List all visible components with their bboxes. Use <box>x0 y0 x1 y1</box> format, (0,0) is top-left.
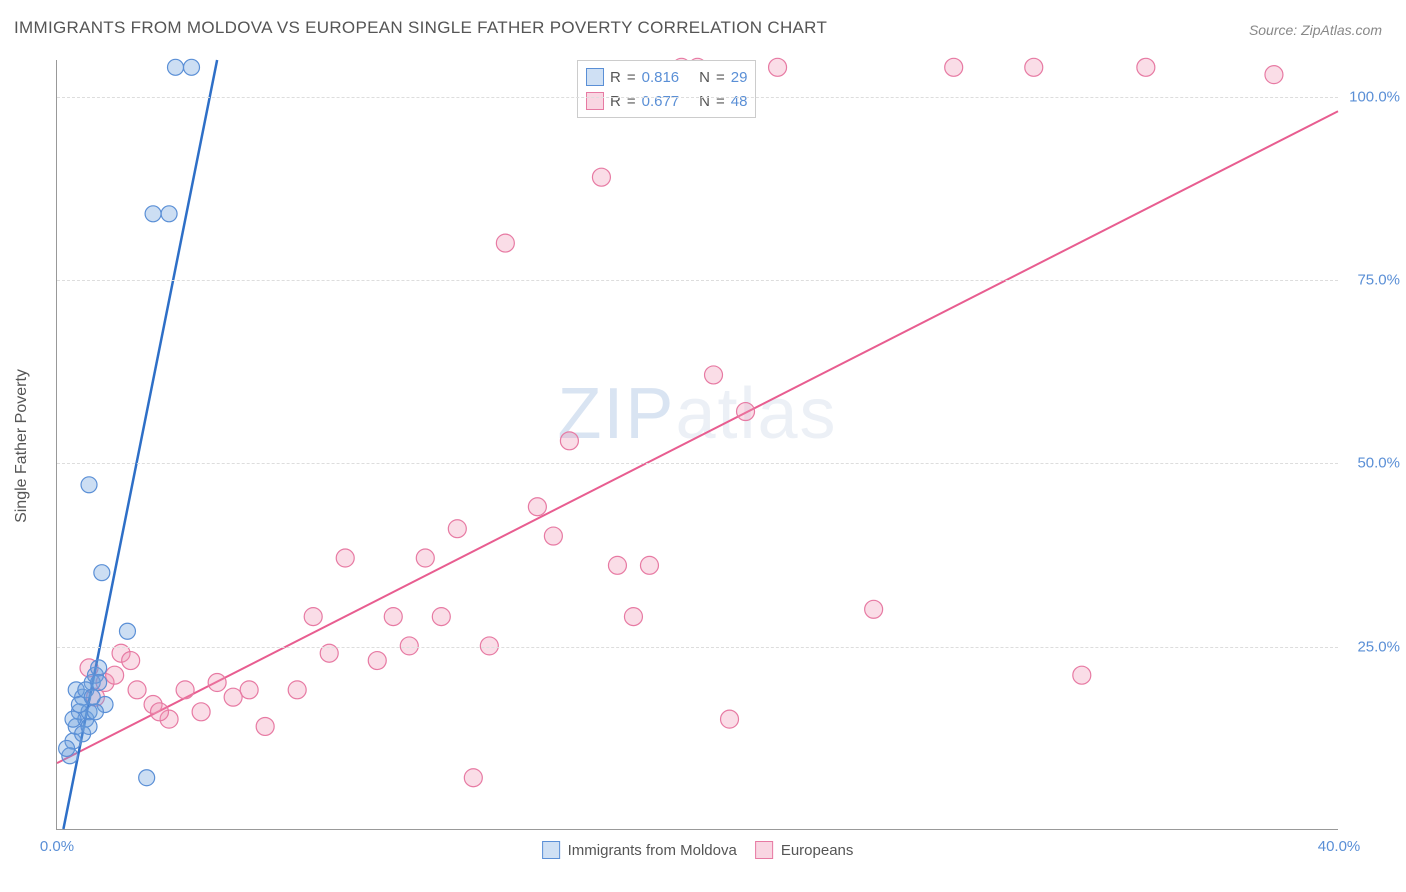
eq-sign: = <box>627 93 636 110</box>
y-tick-label: 25.0% <box>1357 638 1400 655</box>
data-point-europeans <box>608 556 626 574</box>
data-point-europeans <box>560 432 578 450</box>
eq-sign: = <box>716 69 725 86</box>
data-point-europeans <box>721 710 739 728</box>
data-point-moldova <box>87 704 103 720</box>
data-point-europeans <box>368 652 386 670</box>
grid-line <box>57 463 1338 464</box>
y-axis-label: Single Father Poverty <box>13 369 31 523</box>
y-tick-label: 50.0% <box>1357 455 1400 472</box>
data-point-europeans <box>705 366 723 384</box>
data-point-europeans <box>464 769 482 787</box>
correlation-chart: IMMIGRANTS FROM MOLDOVA VS EUROPEAN SING… <box>0 0 1406 892</box>
data-point-europeans <box>592 168 610 186</box>
data-point-europeans <box>432 608 450 626</box>
x-tick-label: 40.0% <box>1318 838 1361 855</box>
data-point-moldova <box>119 623 135 639</box>
chart-title: IMMIGRANTS FROM MOLDOVA VS EUROPEAN SING… <box>14 18 827 38</box>
r-label: R <box>610 69 621 86</box>
legend-series: Immigrants from Moldova Europeans <box>542 841 854 859</box>
grid-line <box>57 280 1338 281</box>
data-point-europeans <box>240 681 258 699</box>
data-point-europeans <box>384 608 402 626</box>
data-point-europeans <box>122 652 140 670</box>
source-label: Source: ZipAtlas.com <box>1249 22 1382 38</box>
data-point-europeans <box>544 527 562 545</box>
n-value-moldova: 29 <box>731 69 748 86</box>
data-point-moldova <box>161 206 177 222</box>
data-point-moldova <box>65 711 81 727</box>
data-point-moldova <box>84 689 100 705</box>
legend-label-europeans: Europeans <box>781 842 854 859</box>
data-point-europeans <box>336 549 354 567</box>
data-point-moldova <box>139 770 155 786</box>
data-point-europeans <box>416 549 434 567</box>
data-point-europeans <box>1137 58 1155 76</box>
data-point-europeans <box>106 666 124 684</box>
data-point-europeans <box>128 681 146 699</box>
data-point-moldova <box>94 565 110 581</box>
data-point-europeans <box>1073 666 1091 684</box>
x-tick-label: 0.0% <box>40 838 74 855</box>
data-point-europeans <box>640 556 658 574</box>
data-point-moldova <box>145 206 161 222</box>
data-point-europeans <box>448 520 466 538</box>
data-point-europeans <box>1025 58 1043 76</box>
data-point-europeans <box>150 703 168 721</box>
y-tick-label: 75.0% <box>1357 272 1400 289</box>
eq-sign: = <box>627 69 636 86</box>
data-point-europeans <box>288 681 306 699</box>
data-point-moldova <box>167 59 183 75</box>
legend-item-moldova: Immigrants from Moldova <box>542 841 737 859</box>
data-point-moldova <box>81 718 97 734</box>
swatch-moldova <box>586 68 604 86</box>
data-point-europeans <box>192 703 210 721</box>
data-point-moldova <box>184 59 200 75</box>
swatch-europeans <box>755 841 773 859</box>
data-point-europeans <box>496 234 514 252</box>
swatch-europeans <box>586 92 604 110</box>
n-label: N <box>699 69 710 86</box>
grid-line <box>57 97 1338 98</box>
data-point-europeans <box>769 58 787 76</box>
data-point-europeans <box>176 681 194 699</box>
legend-stats-row-moldova: R = 0.816 N = 29 <box>586 65 747 89</box>
data-point-europeans <box>304 608 322 626</box>
data-point-europeans <box>256 717 274 735</box>
r-label: R <box>610 93 621 110</box>
data-point-moldova <box>91 660 107 676</box>
r-value-europeans: 0.677 <box>642 93 680 110</box>
data-point-europeans <box>1265 66 1283 84</box>
data-point-moldova <box>81 477 97 493</box>
data-point-europeans <box>528 498 546 516</box>
data-point-europeans <box>945 58 963 76</box>
trend-line-europeans <box>57 111 1338 763</box>
legend-stats: R = 0.816 N = 29 R = 0.677 N = 48 <box>577 60 756 118</box>
legend-label-moldova: Immigrants from Moldova <box>568 842 737 859</box>
y-tick-label: 100.0% <box>1349 88 1400 105</box>
plot-area: ZIPatlas R = 0.816 N = 29 R = 0.677 N <box>56 60 1338 830</box>
scatter-svg <box>57 60 1338 829</box>
legend-item-europeans: Europeans <box>755 841 854 859</box>
data-point-moldova <box>91 675 107 691</box>
r-value-moldova: 0.816 <box>642 69 680 86</box>
data-point-europeans <box>208 674 226 692</box>
legend-stats-row-europeans: R = 0.677 N = 48 <box>586 89 747 113</box>
swatch-moldova <box>542 841 560 859</box>
n-value-europeans: 48 <box>731 93 748 110</box>
data-point-europeans <box>865 600 883 618</box>
n-label: N <box>699 93 710 110</box>
data-point-europeans <box>624 608 642 626</box>
data-point-europeans <box>224 688 242 706</box>
data-point-europeans <box>737 403 755 421</box>
eq-sign: = <box>716 93 725 110</box>
data-point-moldova <box>59 740 75 756</box>
grid-line <box>57 647 1338 648</box>
